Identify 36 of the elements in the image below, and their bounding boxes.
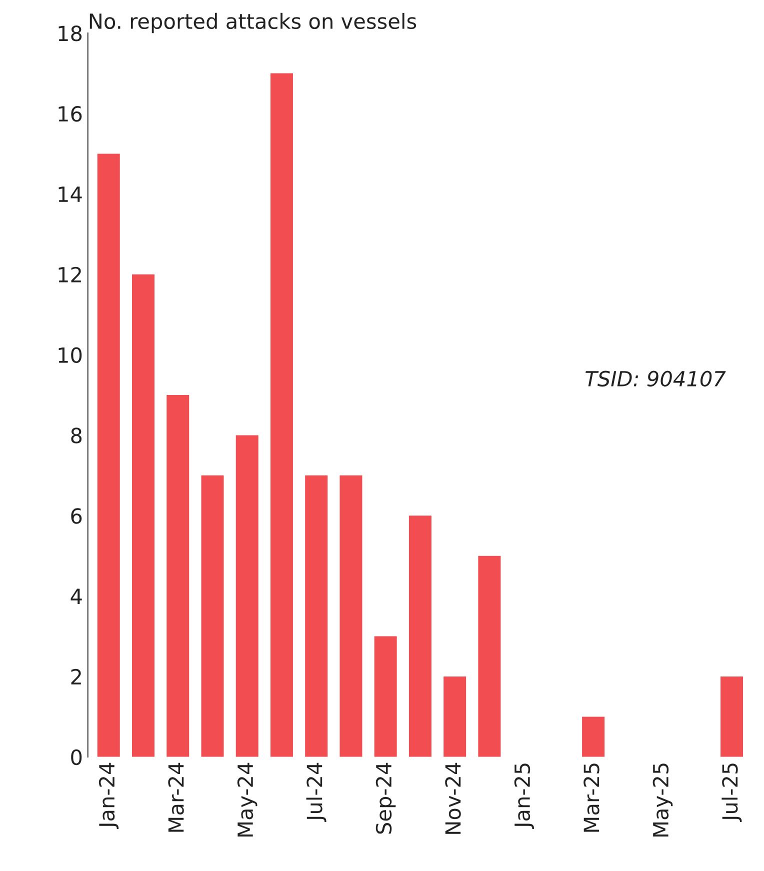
y-tick-label: 4: [70, 588, 82, 604]
x-tick-label: Mar-24: [168, 762, 184, 832]
x-tick-label: Jul-24: [306, 762, 326, 822]
x-tick-label: May-25: [652, 764, 673, 836]
bar: [444, 676, 466, 757]
y-axis-title: No. reported attacks on vessels: [90, 12, 416, 34]
x-tick-label: Jan-24: [98, 762, 119, 829]
annotation: TSID: 904107: [586, 370, 726, 387]
y-tick-label: 0: [71, 749, 82, 766]
bar: [478, 556, 501, 757]
bar: [340, 475, 362, 757]
y-tick-label: 2: [71, 668, 81, 684]
x-tick-label: Mar-25: [584, 764, 600, 832]
bar: [132, 274, 154, 757]
bar: [408, 516, 432, 757]
bar: [166, 395, 190, 757]
x-tick-label: Sep-24: [376, 762, 396, 834]
y-tick-label: 14: [58, 186, 82, 202]
bar: [582, 716, 605, 757]
x-tick-label: Jan-25: [514, 764, 534, 829]
x-tick-label: May-24: [237, 762, 258, 836]
y-tick-label: 10: [58, 347, 82, 363]
bar: [720, 676, 744, 757]
bar: [236, 435, 258, 757]
bar: [305, 475, 328, 757]
x-tick-label: Nov-24: [445, 762, 461, 834]
y-tick-label: 12: [58, 266, 81, 282]
y-tick-label: 16: [58, 106, 82, 122]
y-tick-label: 6: [71, 508, 82, 524]
x-tick-label: Jul-25: [722, 764, 742, 822]
y-tick-label: 18: [58, 26, 82, 42]
y-tick-label: 8: [71, 428, 82, 444]
bar: [97, 154, 120, 757]
bar: [374, 636, 397, 757]
bar: [270, 73, 293, 757]
bar: [201, 475, 224, 757]
